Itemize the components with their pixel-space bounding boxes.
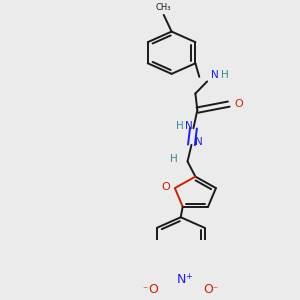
Text: O: O [203,283,213,296]
Text: O: O [234,99,243,109]
Text: ⁻: ⁻ [212,285,218,295]
Text: H: H [170,154,178,164]
Text: N: N [177,273,186,286]
Text: N: N [184,121,192,131]
Text: H: H [221,70,229,80]
Text: ⁻: ⁻ [143,285,148,295]
Text: CH₃: CH₃ [156,3,172,12]
Text: H: H [176,121,184,131]
Text: O: O [148,283,158,296]
Text: N: N [195,137,203,147]
Text: O: O [162,182,170,192]
Text: +: + [185,272,192,281]
Text: N: N [211,70,219,80]
